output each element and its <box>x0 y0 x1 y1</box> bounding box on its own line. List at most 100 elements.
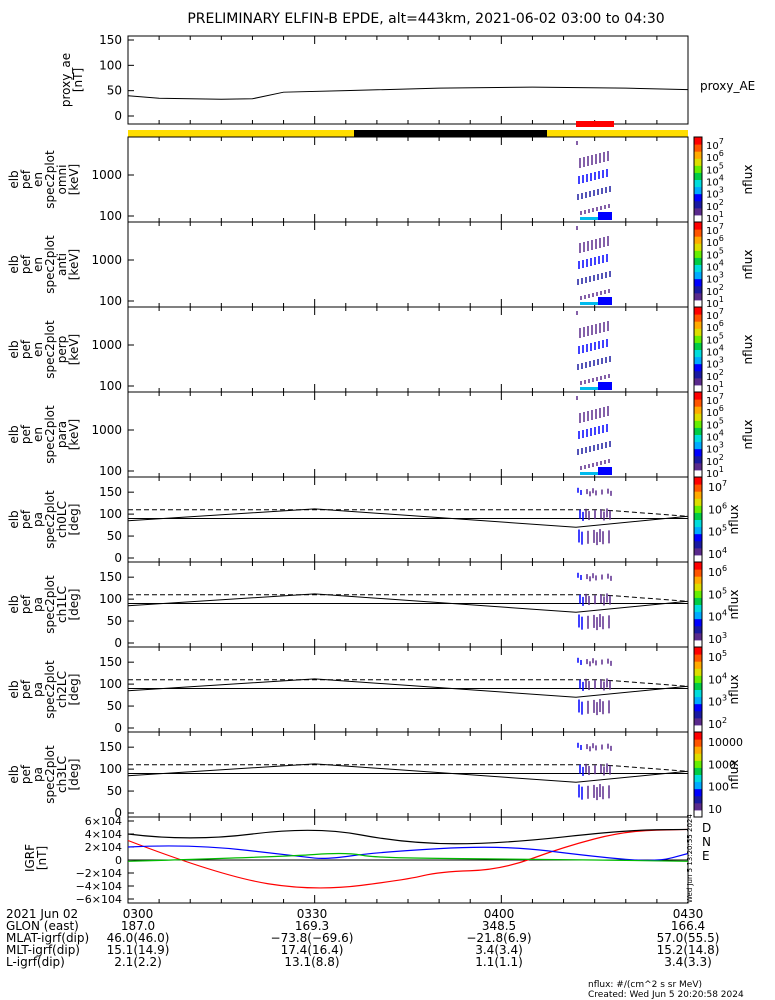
spec-ylabel-line: spec2plot <box>43 150 57 209</box>
pa-ytick-label: 100 <box>99 507 122 521</box>
igrf-ylabel-line: [nT] <box>35 846 49 870</box>
spec-ylabel-line: anti <box>55 253 69 276</box>
pa-cbar-tick: 10000 <box>708 736 743 749</box>
spec-colorbar-1 <box>693 221 703 308</box>
pa-ytick-label: 150 <box>99 485 122 499</box>
pa-colorbar-2-segment <box>694 675 702 683</box>
pa-colorbar-1-segment <box>694 611 702 620</box>
spec-cbar-tick: 104 <box>706 174 724 189</box>
pa-ylabel-line: pef <box>19 594 33 614</box>
pa-colorbar-3-segment <box>694 781 702 790</box>
spec-burst-core <box>598 297 612 305</box>
footer-row-value: 169.3 <box>295 919 329 933</box>
spec-ylabel-line: omni <box>55 165 69 195</box>
spec-ytick-label: 100 <box>99 379 122 393</box>
igrf-ytick-label: 4×104 <box>85 828 122 841</box>
footer-row-value: 3.4(3.3) <box>664 955 712 969</box>
pa-colorbar-0-segment <box>694 554 702 563</box>
footer-row-value: 0430 <box>673 907 704 921</box>
pa-ytick-label: 150 <box>99 655 122 669</box>
pa-cbar-tick: 104 <box>708 671 727 686</box>
pa-colorbar-2-segment <box>694 682 702 690</box>
spec-cbar-tick: 104 <box>706 259 724 274</box>
spec-cbar-tick: 107 <box>706 307 724 322</box>
pa-ylabel-line: pef <box>19 509 33 529</box>
igrf-ytick-label: −4×104 <box>76 880 122 893</box>
spec-colorbar-3-segment <box>694 427 702 435</box>
footer-row-value: 0400 <box>484 907 515 921</box>
spec-ylabel-line: [keV] <box>67 249 81 280</box>
pa-colorbar-1-segment <box>694 625 702 634</box>
footer-row-value: 187.0 <box>121 919 155 933</box>
pa-cbar-tick: 102 <box>708 716 727 731</box>
pa-cbar-tick: 104 <box>708 546 727 561</box>
pa-colorbar-1-segment <box>694 576 702 584</box>
spec-colorbar-1-segment <box>694 229 702 237</box>
spec-burst-low <box>580 302 598 305</box>
pa-colorbar-2-segment <box>694 724 702 733</box>
spec-burst-low <box>580 387 598 390</box>
spec-ylabel-line: en <box>31 257 45 272</box>
spec-cbar-tick: 105 <box>706 246 724 261</box>
ae-legend-label: proxy_AE <box>700 79 755 93</box>
pa-ylabel-line: pef <box>19 764 33 784</box>
ae-ytick-label: 0 <box>114 109 122 123</box>
pa-colorbar-1-segment <box>694 639 702 648</box>
spec-ylabel-line: elb <box>7 425 21 443</box>
pa-ylabel-line: spec2plot <box>43 745 57 804</box>
footer-row-value: −73.8(−69.6) <box>271 931 354 945</box>
igrf-legend-n: N <box>702 835 711 849</box>
spec-colorbar-0-segment <box>694 186 702 195</box>
spec-colorbar-3-segment <box>694 420 702 428</box>
spec-cbar-tick: 102 <box>706 368 724 383</box>
igrf-ytick-label: −2×104 <box>76 867 122 880</box>
spec-colorbar-0-segment <box>694 214 702 223</box>
pa-colorbar-2-segment <box>694 717 702 726</box>
spec-ylabel-line: elb <box>7 255 21 273</box>
spec-colorbar-0-segment <box>694 172 702 180</box>
pa-colorbar-1-segment <box>694 583 702 591</box>
chart-title: PRELIMINARY ELFIN-B EPDE, alt=443km, 202… <box>187 11 664 27</box>
spec-ytick-label: 100 <box>99 464 122 478</box>
spec-colorbar-1-segment <box>694 278 702 287</box>
footer-row-label: L-igrf(dip) <box>6 955 65 969</box>
spec-ylabel-line: [keV] <box>67 164 81 195</box>
pa-ytick-label: 100 <box>99 677 122 691</box>
spec-colorbar-0-segment <box>694 193 702 202</box>
pa-ytick-label: 50 <box>107 529 122 543</box>
pa-colorbar-0-segment <box>694 533 702 542</box>
pa-cbar-label: nflux <box>727 590 741 620</box>
igrf-ytick-label: 0 <box>115 854 122 867</box>
spec-colorbar-1-segment <box>694 243 702 251</box>
spec-cbar-tick: 103 <box>706 271 724 286</box>
orbit-science-marker <box>576 121 614 127</box>
pa-ylabel-line: elb <box>7 680 21 698</box>
pa-ylabel-line: pa <box>31 767 45 782</box>
pa-colorbar-1-segment <box>694 569 702 577</box>
spec-ytick-label: 1000 <box>91 423 122 437</box>
pa-colorbar-2-segment <box>694 661 702 669</box>
pa-cbar-tick: 105 <box>708 586 727 601</box>
pa-ylabel-line: [deg] <box>67 759 81 791</box>
pa-ytick-label: 0 <box>114 806 122 820</box>
pa-ylabel-line: [deg] <box>67 589 81 621</box>
pa-colorbar-0-segment <box>694 498 702 506</box>
pa-colorbar-3-segment <box>694 809 702 818</box>
pa-colorbar-3-segment <box>694 795 702 804</box>
footer-note: nflux: #/(cm^2 s sr MeV) <box>588 980 702 990</box>
pa-colorbar-0-segment <box>694 491 702 499</box>
igrf-series-total <box>127 828 689 845</box>
spec-colorbar-0 <box>693 136 703 223</box>
spec-cbar-tick: 103 <box>706 186 724 201</box>
pa-cbar-tick: 106 <box>708 564 727 579</box>
spec-cbar-tick: 107 <box>706 222 724 237</box>
pa-ylabel-line: elb <box>7 765 21 783</box>
spec-cbar-tick: 101 <box>706 210 724 225</box>
pa-losscone-dashed <box>128 594 689 602</box>
pa-ytick-label: 50 <box>107 699 122 713</box>
pa-colorbar-2-segment <box>694 668 702 676</box>
igrf-legend-e: E <box>702 849 710 863</box>
spec-colorbar-0-segment <box>694 179 702 188</box>
pa-losscone-dashed <box>128 764 689 772</box>
spec-colorbar-1-segment <box>694 250 702 258</box>
